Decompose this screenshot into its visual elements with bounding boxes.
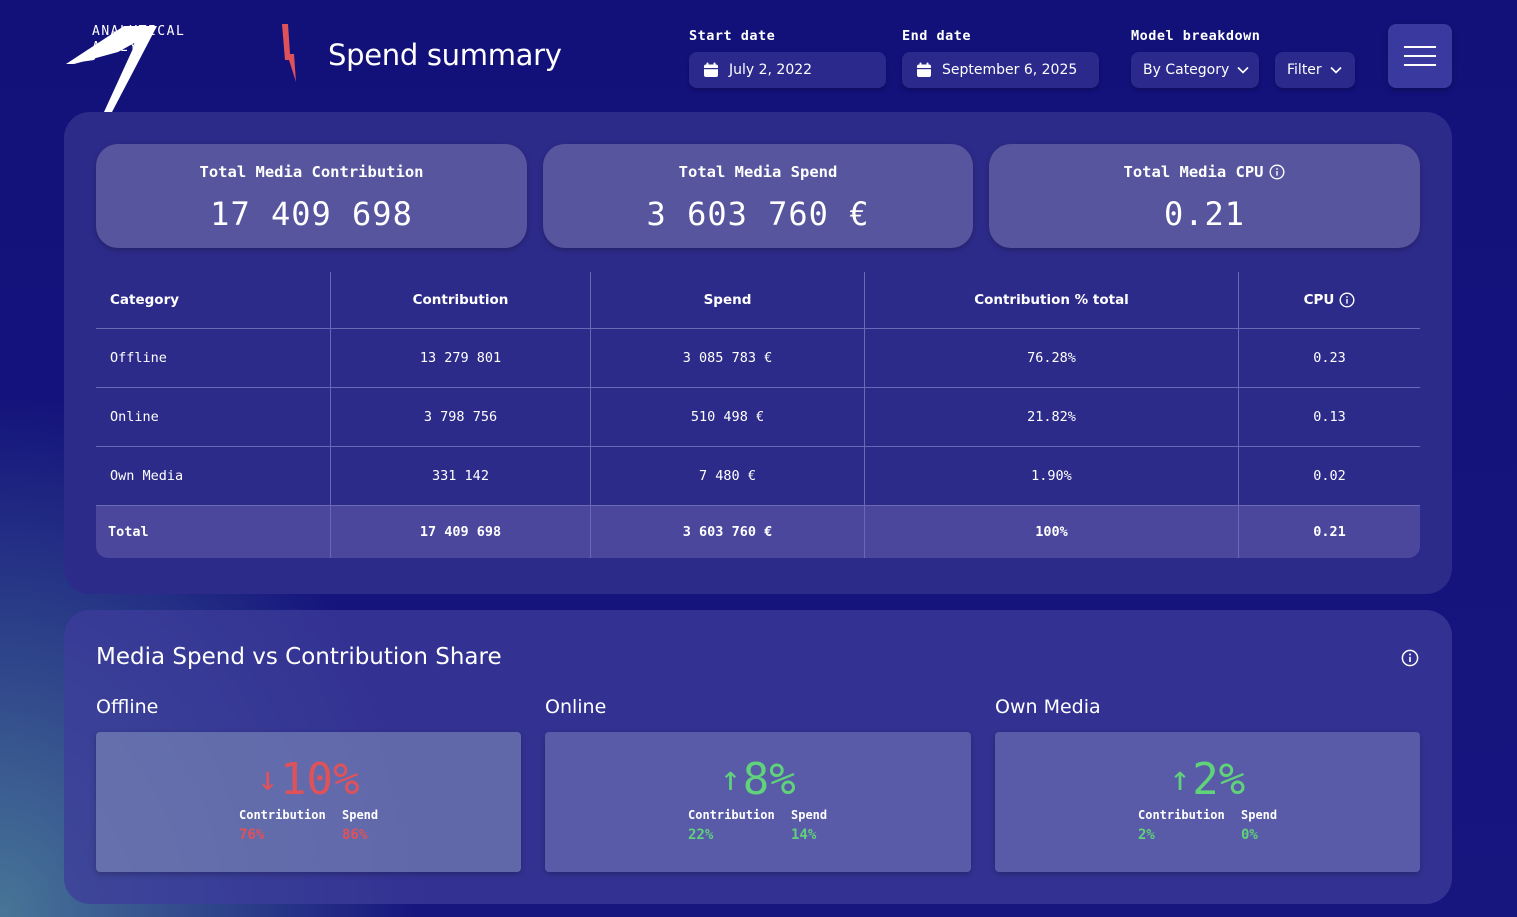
- start-date-picker[interactable]: July 2, 2022: [689, 52, 886, 88]
- hamburger-menu-icon: [1404, 46, 1436, 66]
- kpi-value: 0.21: [1163, 195, 1246, 233]
- arrow-up-icon: ↑: [720, 759, 741, 799]
- kpi-total-media-cpu: Total Media CPU 0.21: [989, 144, 1420, 248]
- share-card-title: Offline: [96, 696, 159, 718]
- lightning-bolt-icon: [282, 24, 296, 82]
- cell-contribution-pct: 21.82%: [865, 388, 1239, 447]
- info-icon[interactable]: [1339, 292, 1355, 308]
- cell-contribution-pct: 76.28%: [865, 329, 1239, 388]
- contribution-value: 76%: [239, 827, 265, 843]
- cell-contribution: 17 409 698: [331, 506, 591, 558]
- cell-spend: 3 603 760 €: [591, 506, 865, 558]
- delta-text: 10%: [280, 754, 360, 805]
- chevron-down-icon: [1330, 66, 1342, 74]
- end-date-picker[interactable]: September 6, 2025: [902, 52, 1099, 88]
- delta-value: ↑8%: [545, 754, 971, 805]
- cell-cpu: 0.02: [1239, 447, 1420, 506]
- cell-contribution: 3 798 756: [331, 388, 591, 447]
- table-row: Online 3 798 756 510 498 € 21.82% 0.13: [96, 388, 1420, 447]
- contribution-label: Contribution: [688, 808, 775, 822]
- contribution-label: Contribution: [239, 808, 326, 822]
- category-table: Category Contribution Spend Contribution…: [96, 272, 1420, 558]
- cell-category: Online: [96, 388, 331, 447]
- analytical-alley-logo: [66, 26, 157, 112]
- calendar-icon: [704, 62, 718, 77]
- table-total-row: Total 17 409 698 3 603 760 € 100% 0.21: [96, 506, 1420, 558]
- model-breakdown-select[interactable]: By Category: [1131, 52, 1259, 88]
- spend-label: Spend: [342, 808, 379, 822]
- cell-category: Own Media: [96, 447, 331, 506]
- spend-value: 86%: [342, 827, 368, 843]
- chevron-down-icon: [1237, 66, 1249, 74]
- column-header-cpu-label: CPU: [1303, 292, 1335, 308]
- column-header-contribution-pct: Contribution % total: [865, 272, 1239, 329]
- delta-value: ↑2%: [995, 754, 1420, 805]
- spend-value: 14%: [791, 827, 817, 843]
- info-icon[interactable]: [1269, 164, 1285, 180]
- kpi-label: Total Media CPU: [1123, 163, 1264, 181]
- share-card-own-media: ↑2% Contribution Spend 2% 0%: [995, 732, 1420, 872]
- share-card-title: Own Media: [995, 696, 1101, 718]
- spend-label: Spend: [791, 808, 828, 822]
- kpi-total-media-spend: Total Media Spend 3 603 760 €: [543, 144, 973, 248]
- calendar-icon: [917, 62, 931, 77]
- table-header-row: Category Contribution Spend Contribution…: [96, 272, 1420, 329]
- kpi-total-media-contribution: Total Media Contribution 17 409 698: [96, 144, 527, 248]
- delta-text: 2%: [1192, 754, 1246, 805]
- kpi-value: 17 409 698: [210, 195, 413, 233]
- cell-spend: 7 480 €: [591, 447, 865, 506]
- cell-cpu: 0.23: [1239, 329, 1420, 388]
- kpi-label: Total Media Contribution: [199, 163, 424, 181]
- column-header-category: Category: [96, 272, 331, 329]
- brand-wordmark: ANALYTICAL ALLEY: [92, 24, 186, 55]
- start-date-label: Start date: [689, 28, 776, 44]
- delta-text: 8%: [742, 754, 796, 805]
- filter-select[interactable]: Filter: [1275, 52, 1355, 88]
- arrow-up-icon: ↑: [1169, 759, 1191, 799]
- cell-category: Total: [96, 506, 331, 558]
- spend-label: Spend: [1241, 808, 1278, 822]
- filter-label: Filter: [1287, 62, 1322, 78]
- arrow-down-icon: ↓: [257, 759, 278, 799]
- end-date-label: End date: [902, 28, 972, 44]
- table-row: Own Media 331 142 7 480 € 1.90% 0.02: [96, 447, 1420, 506]
- share-card-title: Online: [545, 696, 607, 718]
- contribution-label: Contribution: [1138, 808, 1225, 822]
- model-breakdown-label: Model breakdown: [1131, 28, 1261, 44]
- kpi-value: 3 603 760 €: [646, 195, 870, 233]
- column-header-spend: Spend: [591, 272, 865, 329]
- menu-button[interactable]: [1388, 24, 1452, 88]
- cell-contribution-pct: 1.90%: [865, 447, 1239, 506]
- section-title: Media Spend vs Contribution Share: [96, 644, 502, 670]
- table-row: Offline 13 279 801 3 085 783 € 76.28% 0.…: [96, 329, 1420, 388]
- cell-cpu: 0.21: [1239, 506, 1420, 558]
- info-icon[interactable]: [1401, 649, 1419, 667]
- share-card-online: ↑8% Contribution Spend 22% 14%: [545, 732, 971, 872]
- contribution-value: 2%: [1138, 827, 1155, 843]
- kpi-label: Total Media Spend: [678, 163, 838, 181]
- model-breakdown-value: By Category: [1143, 62, 1230, 78]
- page-title: Spend summary: [328, 38, 562, 72]
- cell-contribution: 331 142: [331, 447, 591, 506]
- cell-contribution-pct: 100%: [865, 506, 1239, 558]
- cell-category: Offline: [96, 329, 331, 388]
- contribution-value: 22%: [688, 827, 714, 843]
- start-date-value: July 2, 2022: [729, 62, 813, 78]
- cell-cpu: 0.13: [1239, 388, 1420, 447]
- column-header-cpu: CPU: [1239, 272, 1420, 329]
- cell-spend: 3 085 783 €: [591, 329, 865, 388]
- cell-contribution: 13 279 801: [331, 329, 591, 388]
- cell-spend: 510 498 €: [591, 388, 865, 447]
- delta-value: ↓10%: [96, 754, 521, 805]
- column-header-contribution: Contribution: [331, 272, 591, 329]
- end-date-value: September 6, 2025: [942, 62, 1078, 78]
- share-card-offline: ↓10% Contribution Spend 76% 86%: [96, 732, 521, 872]
- spend-value: 0%: [1241, 827, 1258, 843]
